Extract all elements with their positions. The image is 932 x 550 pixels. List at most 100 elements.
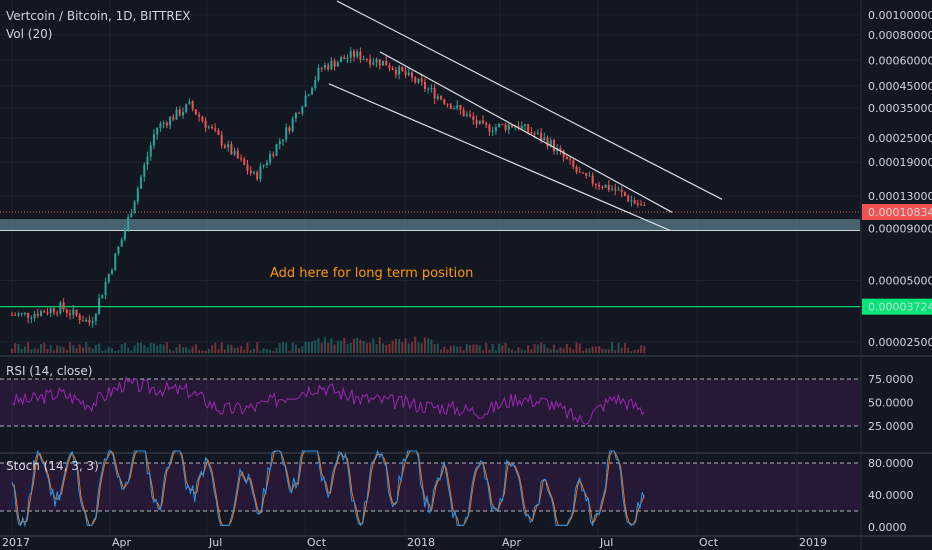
candle-body	[601, 186, 604, 188]
volume-label[interactable]: Vol (20)	[6, 27, 53, 41]
volume-bar	[356, 337, 359, 353]
volume-bar	[378, 337, 381, 353]
volume-bar	[543, 344, 546, 353]
volume-bar	[401, 342, 404, 353]
candle-body	[81, 320, 84, 322]
candle-body	[159, 123, 162, 128]
candle-body	[323, 65, 326, 68]
candle-body	[543, 137, 546, 141]
symbol-title[interactable]: Vertcoin / Bitcoin, 1D, BITTREX	[6, 9, 191, 23]
volume-bar	[375, 344, 378, 353]
stoch-band	[0, 463, 860, 511]
candle-body	[311, 88, 314, 95]
candle-body	[417, 78, 420, 83]
support-price-label: 0.00003724	[868, 301, 932, 314]
candle-body	[375, 59, 378, 63]
candle-body	[572, 160, 575, 167]
volume-bar	[259, 350, 262, 353]
volume-bar	[285, 342, 288, 353]
candle-body	[291, 118, 294, 132]
candle-body	[162, 122, 165, 124]
volume-bar	[94, 344, 97, 353]
volume-bar	[436, 343, 439, 353]
volume-bar	[20, 348, 23, 353]
volume-bar	[569, 347, 572, 353]
volume-bar	[72, 345, 75, 353]
candle-body	[149, 145, 152, 157]
volume-bar	[462, 349, 465, 353]
candle-body	[240, 158, 243, 160]
candle-body	[156, 127, 159, 135]
volume-bar	[472, 344, 475, 353]
volume-bar	[385, 344, 388, 353]
volume-bar	[407, 343, 410, 353]
candle-body	[536, 132, 539, 135]
candle-body	[462, 109, 465, 117]
candle-body	[172, 116, 175, 120]
candle-body	[562, 150, 565, 158]
volume-bar	[636, 349, 639, 353]
candle-body	[252, 172, 255, 174]
candle-body	[111, 270, 114, 274]
price-axis: 0.00100000 0.00080000 0.00060000 0.00045000…	[862, 9, 932, 534]
stoch-tick-label: 80.0000	[868, 457, 914, 470]
volume-bar	[265, 349, 268, 353]
volume-bar	[523, 350, 526, 353]
candle-body	[94, 313, 97, 322]
volume-bar	[517, 347, 520, 353]
volume-bar	[633, 349, 636, 353]
candle-body	[411, 72, 414, 78]
volume-bar	[165, 342, 168, 353]
candle-body	[17, 313, 20, 316]
volume-bar	[214, 342, 217, 353]
candle-body	[11, 314, 13, 316]
volume-bar	[607, 349, 610, 353]
volume-bar	[423, 337, 426, 353]
candle-body	[40, 311, 43, 316]
volume-bar	[565, 343, 568, 353]
candle-body	[43, 311, 46, 313]
volume-bar	[149, 342, 152, 353]
candle-body	[404, 71, 407, 76]
volume-bar	[469, 345, 472, 353]
candle-body	[91, 321, 94, 323]
volume-bar	[298, 348, 301, 353]
volume-bar	[217, 349, 220, 353]
candle-body	[478, 120, 481, 125]
volume-bar	[269, 350, 272, 353]
volume-bar	[201, 350, 204, 353]
candle-body	[443, 99, 446, 104]
volume-bar	[136, 342, 139, 353]
volume-bar	[617, 343, 620, 353]
candle-body	[340, 57, 343, 63]
candle-body	[459, 105, 462, 110]
candle-body	[123, 230, 126, 240]
candle-body	[472, 116, 475, 120]
candle-body	[330, 60, 333, 70]
volume-bar	[23, 346, 26, 353]
candle-body	[630, 200, 633, 202]
rsi-legend[interactable]: RSI (14, close)	[6, 364, 93, 378]
volume-bar	[449, 345, 452, 353]
volume-bar	[591, 346, 594, 353]
volume-bar	[188, 349, 191, 353]
time-tick-label: Apr	[502, 536, 522, 549]
volume-bar	[81, 347, 84, 353]
candle-body	[640, 204, 643, 206]
candle-body	[198, 114, 201, 117]
volume-bar	[352, 338, 355, 353]
volume-bar	[398, 339, 401, 353]
rsi-panel	[0, 375, 860, 427]
candle-body	[507, 124, 510, 130]
candle-body	[62, 302, 65, 310]
stoch-legend[interactable]: Stoch (14, 3, 3)	[6, 459, 99, 473]
candle-body	[27, 312, 30, 319]
candle-body	[281, 139, 284, 142]
volume-bar	[194, 344, 197, 353]
candle-body	[607, 184, 610, 190]
current-price-label: 0.00010834	[868, 206, 932, 219]
candle-body	[530, 131, 533, 134]
